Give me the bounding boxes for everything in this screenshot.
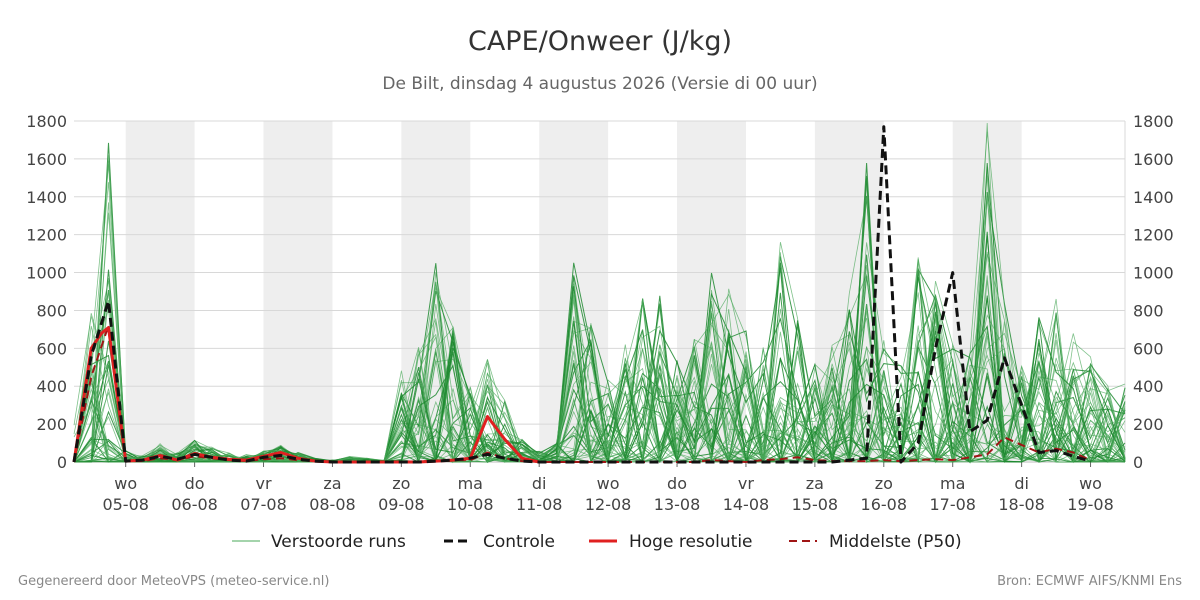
y-tick-right-1600: 1600 [1133, 150, 1174, 169]
x-tick-day-5: ma [458, 474, 483, 493]
x-tick-date-3: 08-08 [309, 495, 356, 514]
x-tick-date-7: 12-08 [585, 495, 632, 514]
y-axis-right: 0 200 400 600 800 1000 1200 1400 1600 1800 [1133, 112, 1174, 472]
x-tick-date-13: 18-08 [998, 495, 1045, 514]
day-band-0 [125, 121, 195, 462]
legend: Verstoorde runs Controle Hoge resolutie … [232, 532, 962, 552]
x-tick-date-10: 15-08 [792, 495, 839, 514]
ensemble-member-49 [73, 131, 1126, 463]
y-tick-right-0: 0 [1133, 453, 1143, 472]
x-tick-day-7: wo [597, 474, 620, 493]
y-tick-left-1200: 1200 [26, 226, 67, 245]
x-tick-date-8: 13-08 [654, 495, 701, 514]
y-tick-right-600: 600 [1133, 339, 1164, 358]
y-tick-left-200: 200 [36, 415, 67, 434]
x-tick-date-12: 17-08 [929, 495, 976, 514]
x-tick-date-5: 10-08 [447, 495, 494, 514]
footer-generated-by: Gegenereerd door MeteoVPS (meteo-service… [18, 574, 329, 589]
y-tick-right-400: 400 [1133, 377, 1164, 396]
x-axis: wo 05-08 do 06-08 vr 07-08 za 08-08 zo 09-08 ma 10-… [102, 462, 1114, 514]
y-tick-right-1000: 1000 [1133, 264, 1174, 283]
x-tick-day-3: za [323, 474, 341, 493]
x-tick-day-4: zo [392, 474, 410, 493]
y-tick-right-1400: 1400 [1133, 188, 1174, 207]
chart-title: CAPE/Onweer (J/kg) [468, 26, 732, 57]
y-tick-left-1400: 1400 [26, 188, 67, 207]
y-axis-left: 0 200 400 600 800 1000 1200 1400 1600 1800 [26, 112, 67, 472]
x-tick-date-4: 09-08 [378, 495, 425, 514]
main-series [72, 125, 1091, 464]
x-tick-date-0: 05-08 [102, 495, 149, 514]
legend-label-hires: Hoge resolutie [629, 532, 753, 552]
y-tick-left-600: 600 [36, 339, 67, 358]
series-line-controle [72, 125, 1091, 464]
x-tick-day-13: di [1014, 474, 1029, 493]
legend-label-control: Controle [483, 532, 555, 552]
y-tick-right-1200: 1200 [1133, 226, 1174, 245]
footer-source: Bron: ECMWF AIFS/KNMI Ens [997, 574, 1182, 589]
x-tick-date-2: 07-08 [240, 495, 287, 514]
x-tick-day-0: wo [114, 474, 137, 493]
x-tick-date-14: 19-08 [1067, 495, 1114, 514]
ensemble-member-33 [73, 235, 1126, 463]
x-tick-day-2: vr [256, 474, 272, 493]
x-tick-day-10: za [806, 474, 824, 493]
y-tick-left-800: 800 [36, 301, 67, 320]
x-tick-day-11: zo [875, 474, 893, 493]
legend-label-ensemble: Verstoorde runs [271, 532, 406, 552]
y-tick-left-1600: 1600 [26, 150, 67, 169]
x-tick-day-8: do [667, 474, 687, 493]
y-tick-left-400: 400 [36, 377, 67, 396]
y-tick-left-0: 0 [57, 453, 67, 472]
x-tick-day-1: do [185, 474, 205, 493]
legend-label-p50: Middelste (P50) [829, 532, 962, 552]
y-tick-left-1000: 1000 [26, 264, 67, 283]
y-tick-right-800: 800 [1133, 301, 1164, 320]
y-tick-left-1800: 1800 [26, 112, 67, 131]
x-tick-day-14: wo [1079, 474, 1102, 493]
x-tick-date-9: 14-08 [723, 495, 770, 514]
x-tick-day-12: ma [940, 474, 965, 493]
y-tick-right-200: 200 [1133, 415, 1164, 434]
x-tick-date-11: 16-08 [861, 495, 908, 514]
x-tick-date-6: 11-08 [516, 495, 563, 514]
y-tick-right-1800: 1800 [1133, 112, 1174, 131]
day-band-1 [263, 121, 333, 462]
x-tick-day-9: vr [738, 474, 754, 493]
chart-subtitle: De Bilt, dinsdag 4 augustus 2026 (Versie… [382, 74, 817, 94]
x-tick-date-1: 06-08 [171, 495, 218, 514]
x-tick-day-6: di [532, 474, 547, 493]
